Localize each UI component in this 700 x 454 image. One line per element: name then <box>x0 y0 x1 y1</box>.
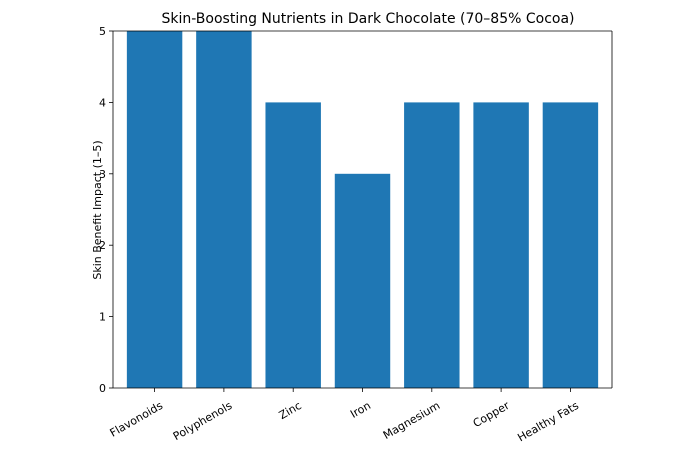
bar-zinc <box>265 102 321 389</box>
bar-healthy-fats <box>542 102 599 389</box>
y-tick-label: 1 <box>99 311 106 324</box>
y-tick-label: 3 <box>99 168 106 181</box>
y-ticks-group: 0 1 2 3 4 5 <box>99 25 113 395</box>
x-tick-label: Zinc <box>277 399 304 422</box>
y-axis-label: Skin Benefit Impact (1–5) <box>91 140 104 279</box>
y-tick-label: 4 <box>99 96 106 109</box>
y-tick-label: 0 <box>99 382 106 395</box>
y-tick-label: 5 <box>99 25 106 38</box>
x-tick-label: Copper <box>471 399 512 430</box>
x-tick-label: Polyphenols <box>171 399 235 443</box>
x-tick-label: Iron <box>348 399 373 421</box>
axes-group <box>112 30 613 389</box>
bar-iron <box>334 173 391 388</box>
bars-group <box>126 31 599 389</box>
x-tick-label: Flavonoids <box>108 399 166 440</box>
bar-magnesium <box>404 102 460 389</box>
x-ticks-group: Flavonoids Polyphenols Zinc Iron Magnesium Co… <box>108 388 581 445</box>
bar-flavonoids <box>126 31 183 388</box>
x-tick-label: Healthy Fats <box>515 399 581 445</box>
bar-polyphenols <box>196 31 252 388</box>
x-tick-label: Magnesium <box>381 399 442 442</box>
chart-title: Skin-Boosting Nutrients in Dark Chocolat… <box>162 11 575 27</box>
bar-copper <box>473 102 529 389</box>
y-tick-label: 2 <box>99 239 106 252</box>
